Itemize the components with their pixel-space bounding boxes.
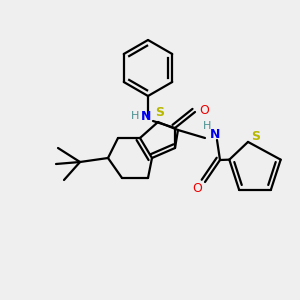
Text: O: O — [199, 103, 209, 116]
Text: H: H — [131, 111, 139, 121]
Text: H: H — [203, 121, 211, 131]
Text: N: N — [141, 110, 151, 122]
Text: S: S — [155, 106, 164, 118]
Text: N: N — [210, 128, 220, 142]
Text: S: S — [251, 130, 260, 143]
Text: O: O — [192, 182, 202, 194]
